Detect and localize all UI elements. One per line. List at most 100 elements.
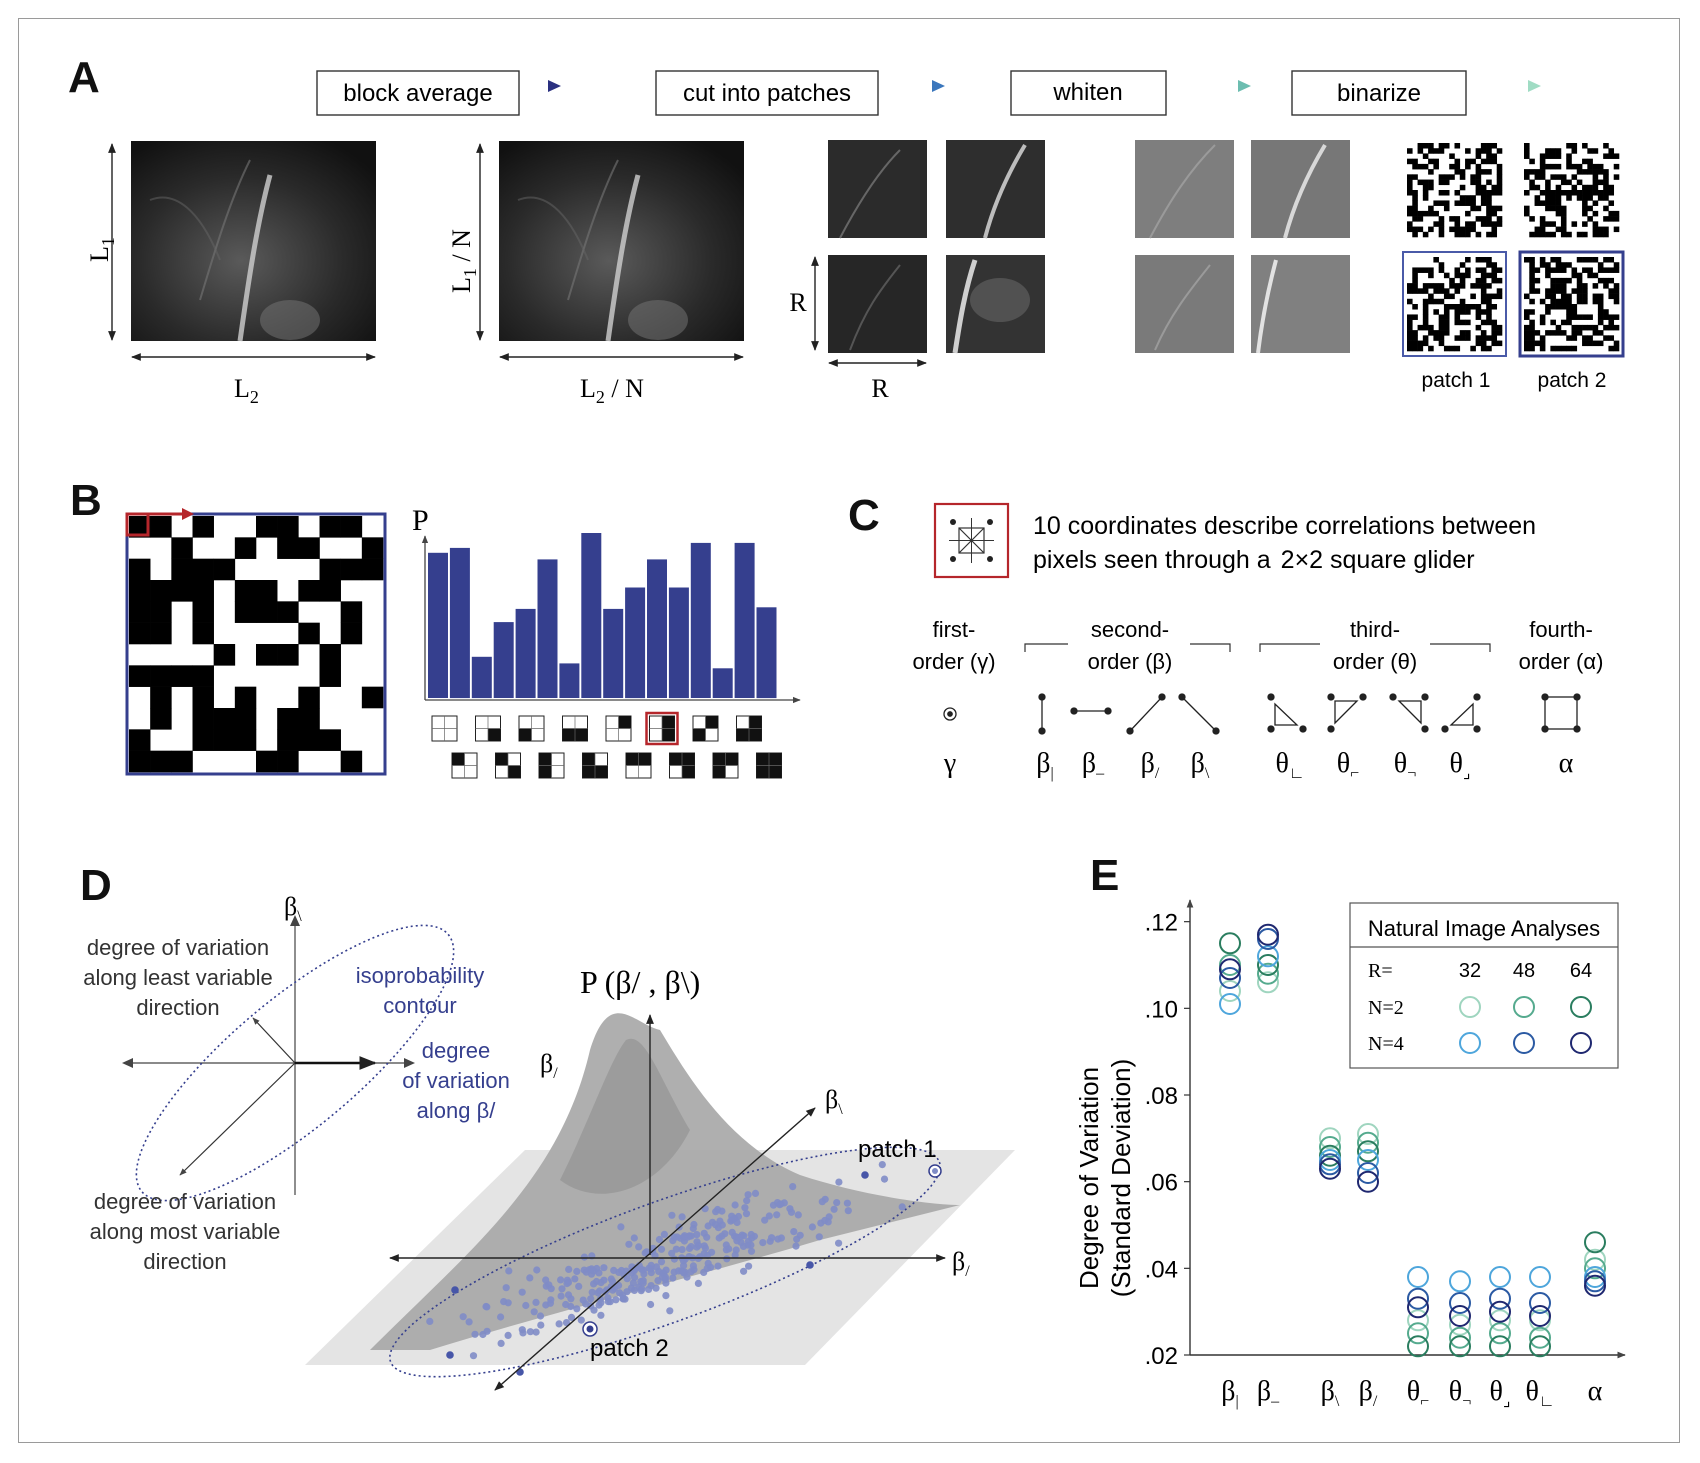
patch-dot bbox=[654, 1277, 662, 1285]
binary-patch-a-pixel bbox=[1438, 179, 1445, 186]
e-category-label: θ⌐ bbox=[1407, 1376, 1429, 1410]
histogram-bar bbox=[537, 559, 558, 698]
patch-dot bbox=[571, 1275, 579, 1283]
binary-patch-b-pixel bbox=[1587, 205, 1593, 212]
binary-patch-b-pixel bbox=[1597, 163, 1604, 170]
binary-patch-b-pixel bbox=[1613, 163, 1620, 170]
binary-patch-a-pixel bbox=[1422, 210, 1429, 217]
binary-patch-a-pixel bbox=[1480, 190, 1487, 196]
e-data-point bbox=[1407, 1296, 1429, 1319]
patch-dot bbox=[747, 1230, 755, 1239]
patch-dot bbox=[483, 1327, 491, 1335]
image-patches bbox=[828, 140, 1045, 354]
patch-dot bbox=[536, 1312, 545, 1320]
svg-text:third-: third- bbox=[1350, 617, 1400, 642]
binary-patch-b-pixel bbox=[1576, 163, 1583, 170]
binary-patch-b-pixel bbox=[1539, 158, 1546, 165]
binary-patch-a-pixel bbox=[1470, 158, 1476, 165]
binary-patch-1-pixel bbox=[1407, 340, 1413, 347]
patch-dot bbox=[722, 1246, 731, 1254]
patch-dot bbox=[844, 1207, 852, 1215]
binary-patch-b-pixel bbox=[1534, 184, 1541, 191]
binary-patch-b-pixel bbox=[1613, 226, 1620, 233]
binary-patch-a-pixel bbox=[1454, 158, 1461, 165]
binary-patch-a-pixel bbox=[1486, 205, 1492, 212]
patch-dot bbox=[808, 1223, 817, 1231]
binary-patch-2-pixel bbox=[1603, 309, 1609, 315]
binary-patch-2-pixel bbox=[1592, 324, 1599, 331]
binary-patch-b-pixel bbox=[1566, 195, 1572, 201]
patch-dot bbox=[426, 1317, 434, 1325]
binary-patch-a-pixel bbox=[1480, 221, 1487, 227]
binary-patch-1-pixel bbox=[1407, 319, 1413, 326]
binary-patch-1-pixel bbox=[1412, 314, 1418, 320]
binary-patch-a-pixel bbox=[1438, 221, 1445, 227]
patch-dot bbox=[898, 1203, 906, 1211]
binary-patch-1-pixel bbox=[1486, 309, 1492, 315]
binary-patch-b-pixel bbox=[1555, 153, 1562, 159]
patch-dot bbox=[703, 1233, 711, 1241]
patch-1-label: patch 1 bbox=[1422, 369, 1491, 392]
pattern-tile bbox=[712, 752, 739, 779]
e-data-point bbox=[1529, 1266, 1551, 1288]
binary-patch-a-pixel bbox=[1428, 143, 1434, 149]
e-category-label: θ∟ bbox=[1525, 1376, 1554, 1410]
binary-patch-a-pixel bbox=[1465, 200, 1471, 206]
patch-dot bbox=[631, 1273, 639, 1281]
large-patch-pixel bbox=[340, 558, 363, 581]
correlation-symbol: θ⌐ bbox=[1337, 748, 1359, 782]
large-patch-pixel bbox=[192, 601, 214, 623]
large-patch-pixel bbox=[340, 750, 363, 773]
patch-dot bbox=[597, 1279, 605, 1287]
pipeline-arrowhead bbox=[932, 80, 945, 92]
patch-dot bbox=[573, 1267, 581, 1275]
patch-dot bbox=[790, 1228, 798, 1236]
binary-patch-1-pixel bbox=[1412, 304, 1418, 310]
pattern-tile bbox=[625, 752, 652, 779]
binary-patch-1-pixel bbox=[1412, 277, 1418, 284]
e-data-point bbox=[1584, 1231, 1606, 1254]
patch-dot bbox=[652, 1284, 660, 1292]
large-patch-pixel bbox=[192, 580, 214, 602]
patch-dot bbox=[516, 1368, 524, 1376]
binary-patch-a-pixel bbox=[1417, 143, 1424, 149]
binary-patch-2-pixel bbox=[1582, 283, 1588, 289]
patch-dot bbox=[711, 1221, 720, 1229]
binary-patch-1-pixel bbox=[1491, 277, 1498, 284]
e-data-point bbox=[1529, 1326, 1551, 1349]
binary-patch-a-pixel bbox=[1496, 221, 1503, 227]
binary-patch-2-pixel bbox=[1555, 298, 1562, 305]
binary-patch-1-pixel bbox=[1422, 288, 1429, 294]
e-category-label: θ¬ bbox=[1449, 1376, 1471, 1410]
binary-patch-a-pixel bbox=[1443, 200, 1450, 206]
binary-patch-a-pixel bbox=[1465, 195, 1471, 201]
binary-patch-a-pixel bbox=[1433, 158, 1439, 165]
binary-patch-1-pixel bbox=[1428, 272, 1434, 279]
binary-patch-1-pixel bbox=[1480, 330, 1487, 336]
binary-patch-2-pixel bbox=[1613, 324, 1620, 331]
patch-dot bbox=[497, 1339, 505, 1347]
binary-patch-2-pixel bbox=[1587, 272, 1593, 279]
correlation-symbol: θ¬ bbox=[1394, 748, 1416, 782]
binary-patch-1-pixel bbox=[1438, 314, 1445, 320]
patch-dot bbox=[712, 1208, 720, 1216]
binary-patch-b-pixel bbox=[1603, 169, 1609, 175]
patch-dot bbox=[880, 1175, 889, 1183]
patch-dot bbox=[683, 1273, 691, 1281]
binary-patch-1-pixel bbox=[1491, 319, 1498, 326]
binary-patch-2-pixel bbox=[1555, 257, 1562, 263]
svg-text:second-: second- bbox=[1091, 617, 1169, 642]
large-patch-pixel bbox=[298, 708, 320, 730]
binary-patch-a-pixel bbox=[1486, 190, 1492, 196]
binary-patch-a-pixel bbox=[1465, 148, 1471, 154]
binary-patch-b-pixel bbox=[1555, 174, 1562, 180]
patch-dot bbox=[532, 1298, 540, 1306]
binary-patch-2-pixel bbox=[1571, 335, 1578, 341]
correlation-symbol: β\ bbox=[1191, 748, 1210, 782]
histogram-bar bbox=[712, 668, 733, 698]
e-y-tick-label: .06 bbox=[1145, 1170, 1178, 1197]
binary-patch-1-pixel bbox=[1433, 288, 1439, 294]
binary-patch-2-pixel bbox=[1529, 257, 1535, 263]
binary-patch-1-pixel bbox=[1454, 309, 1461, 315]
binary-patch-b-pixel bbox=[1592, 221, 1599, 227]
